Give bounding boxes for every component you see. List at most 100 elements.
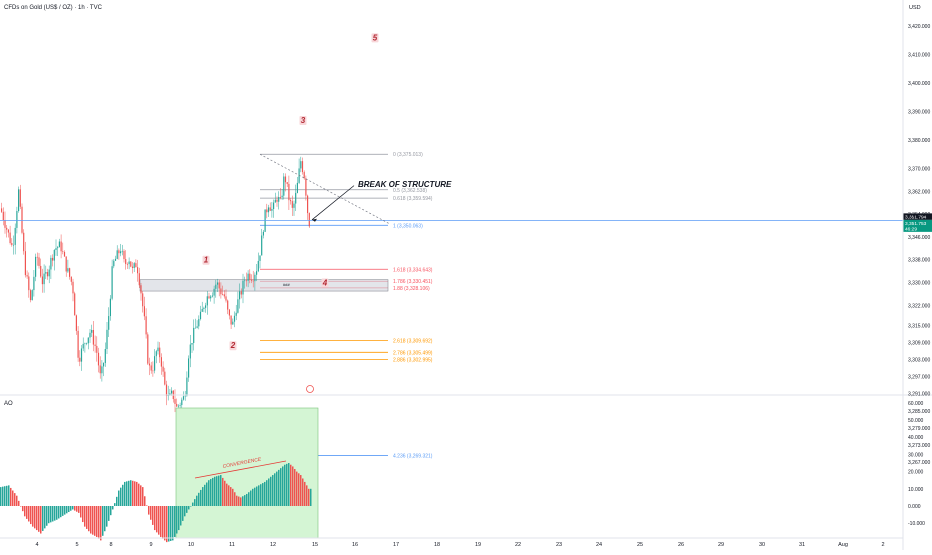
candle-body — [293, 203, 295, 208]
countdown-label: 46:29 — [905, 226, 917, 232]
candle-body — [184, 395, 186, 397]
ao-bar — [42, 506, 44, 531]
ao-bar — [74, 506, 76, 511]
candle-body — [97, 352, 100, 366]
candle-body — [52, 257, 54, 261]
ao-bar — [188, 506, 190, 510]
ao-bar — [64, 506, 66, 515]
candle-body — [4, 220, 6, 228]
fib-level-label: 4.236 (3,269.321) — [393, 453, 433, 459]
ao-bar — [28, 506, 30, 522]
fib-level-label: 0.618 (3,359.594) — [393, 196, 433, 202]
ao-bar — [176, 506, 178, 534]
ao-bar — [118, 490, 120, 506]
candle-body — [239, 291, 241, 300]
wave-label-bg — [202, 255, 210, 265]
candle-body — [254, 274, 256, 282]
ao-bar — [308, 488, 310, 506]
price-pane[interactable]: 0 (3,375.013) 0.5 (3,362.538) 0.618 (3,359… — [0, 33, 932, 459]
ao-bar — [218, 475, 220, 506]
candle-body — [19, 189, 21, 207]
ao-bar — [164, 506, 166, 541]
candle-body — [148, 363, 151, 366]
ao-bar — [238, 496, 240, 506]
fib-level-label: 1 (3,350.063) — [393, 223, 423, 229]
ao-bar — [16, 495, 18, 506]
fib-level-label: 1.618 (3,334.643) — [393, 267, 433, 273]
currency-label: USD — [909, 5, 921, 11]
ao-bar — [180, 506, 182, 526]
ao-bar — [132, 480, 134, 506]
time-label: 30 — [759, 542, 765, 548]
price-tick-label: 3,273.000 — [908, 443, 930, 449]
fib-level-label: 2.786 (3,305.499) — [393, 350, 433, 356]
candle-body — [104, 348, 106, 363]
candle-body — [273, 202, 275, 210]
ao-bar — [128, 480, 130, 506]
ao-bar — [222, 477, 224, 506]
time-label: 26 — [678, 542, 684, 548]
ao-bar — [82, 506, 84, 523]
candle-body — [53, 249, 55, 261]
ao-bar — [84, 506, 86, 527]
price-tick-label: 3,346.000 — [908, 235, 930, 241]
candle-body — [60, 241, 62, 252]
candle-body — [169, 393, 171, 396]
candle-body — [216, 282, 219, 285]
time-label: Aug — [838, 542, 848, 548]
ao-bar — [210, 479, 212, 506]
candle-body — [240, 291, 242, 295]
price-tick-label: 3,390.000 — [908, 110, 930, 116]
candle-body — [250, 279, 253, 281]
ao-bar — [292, 466, 294, 506]
candle-body — [41, 276, 43, 285]
ao-bar — [116, 496, 118, 506]
last-price-label: 3,351.794 — [905, 214, 927, 220]
ao-bar — [228, 485, 230, 506]
ao-bar — [148, 506, 150, 515]
ao-bar — [2, 486, 4, 506]
ao-bar — [76, 506, 78, 512]
candle-body — [210, 296, 212, 299]
symbol-title: CFDs on Gold (US$ / OZ) · 1h · TVC — [4, 5, 103, 11]
candle-body — [308, 213, 310, 227]
ao-pane[interactable]: CONVERGENCE — [0, 407, 319, 543]
ao-bar — [158, 506, 160, 535]
ao-bar — [78, 506, 80, 513]
candle-body — [261, 235, 263, 256]
candle-body — [291, 201, 293, 208]
ao-tick-label: 20.000 — [908, 470, 924, 476]
candle-body — [113, 260, 115, 267]
ao-tick-label: 0.000 — [908, 504, 921, 510]
candle-body — [242, 280, 244, 295]
candle-body — [103, 362, 105, 367]
price-tick-label: 3,279.000 — [908, 426, 930, 432]
candle-body — [75, 315, 77, 331]
ao-bar — [310, 488, 312, 506]
candle-body — [249, 273, 251, 280]
ao-bar — [162, 506, 164, 539]
ao-bar — [134, 481, 136, 506]
ao-bar — [140, 485, 142, 506]
ao-bar — [110, 506, 112, 516]
event-marker-icon[interactable] — [306, 385, 314, 393]
ao-bar — [200, 489, 202, 506]
candle-body — [92, 329, 94, 345]
wave-label-1: 1 — [204, 256, 209, 265]
candle-body — [296, 182, 298, 193]
ao-bar — [66, 506, 68, 514]
zone-label: ### — [283, 282, 290, 287]
ao-bar — [294, 469, 296, 506]
ao-bar — [264, 481, 266, 506]
wave-label-5: 5 — [373, 33, 378, 42]
ao-bar — [36, 506, 38, 531]
ao-bar — [160, 506, 162, 537]
ao-bar — [48, 506, 50, 524]
candle-body — [162, 366, 164, 372]
time-label: 12 — [270, 542, 276, 548]
ao-bar — [194, 499, 196, 506]
ao-bar — [88, 506, 90, 532]
candle-body — [274, 199, 276, 203]
